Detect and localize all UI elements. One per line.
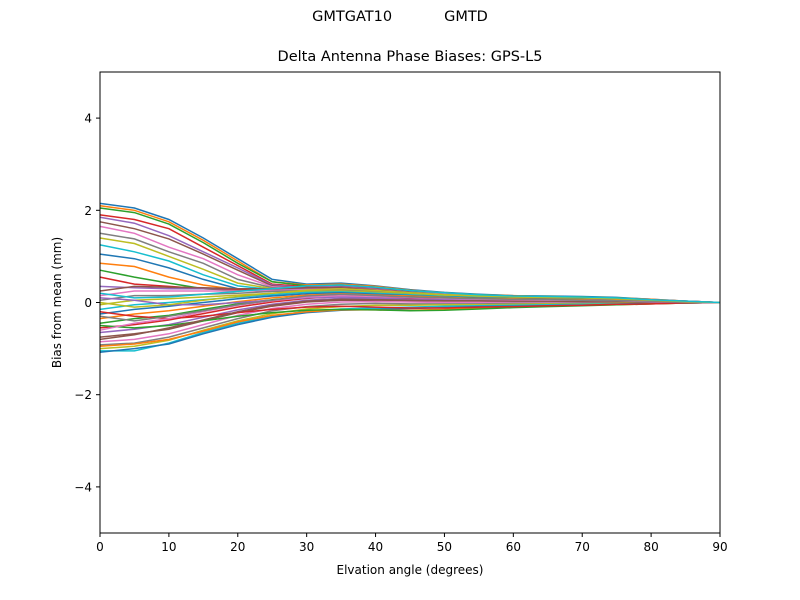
x-axis-label: Elvation angle (degrees) <box>337 563 484 577</box>
series-line <box>99 284 721 304</box>
x-tick-label: 50 <box>437 540 452 554</box>
series-line <box>99 293 721 322</box>
y-tick-label: 4 <box>84 112 92 126</box>
x-tick-label: 0 <box>96 540 104 554</box>
x-tick-label: 80 <box>643 540 658 554</box>
figure-suptitle: GMTGAT10 GMTD <box>0 9 800 25</box>
x-tick-label: 20 <box>230 540 245 554</box>
y-tick-label: −2 <box>74 388 92 402</box>
series-line <box>99 301 720 350</box>
series-lines <box>99 202 721 354</box>
x-tick-label: 10 <box>161 540 176 554</box>
x-tick-label: 60 <box>506 540 521 554</box>
y-tick-label: −4 <box>74 480 92 494</box>
x-axis-ticks: 0 10 20 30 40 50 60 70 80 90 <box>96 533 728 554</box>
x-tick-label: 70 <box>575 540 590 554</box>
suptitle-right: GMTD <box>444 9 488 25</box>
y-tick-label: 2 <box>84 204 92 218</box>
x-tick-label: 30 <box>299 540 314 554</box>
series-line <box>99 298 720 341</box>
y-axis-label: Bias from mean (mm) <box>50 237 64 368</box>
chart-title: Delta Antenna Phase Biases: GPS-L5 <box>277 49 543 65</box>
series-line <box>99 301 721 320</box>
series-line <box>99 287 721 308</box>
x-tick-label: 90 <box>712 540 727 554</box>
suptitle-left: GMTGAT10 <box>312 9 393 25</box>
x-tick-label: 40 <box>368 540 383 554</box>
y-tick-label: 0 <box>84 296 92 310</box>
y-axis-ticks: −4 −2 0 2 4 <box>74 112 100 494</box>
